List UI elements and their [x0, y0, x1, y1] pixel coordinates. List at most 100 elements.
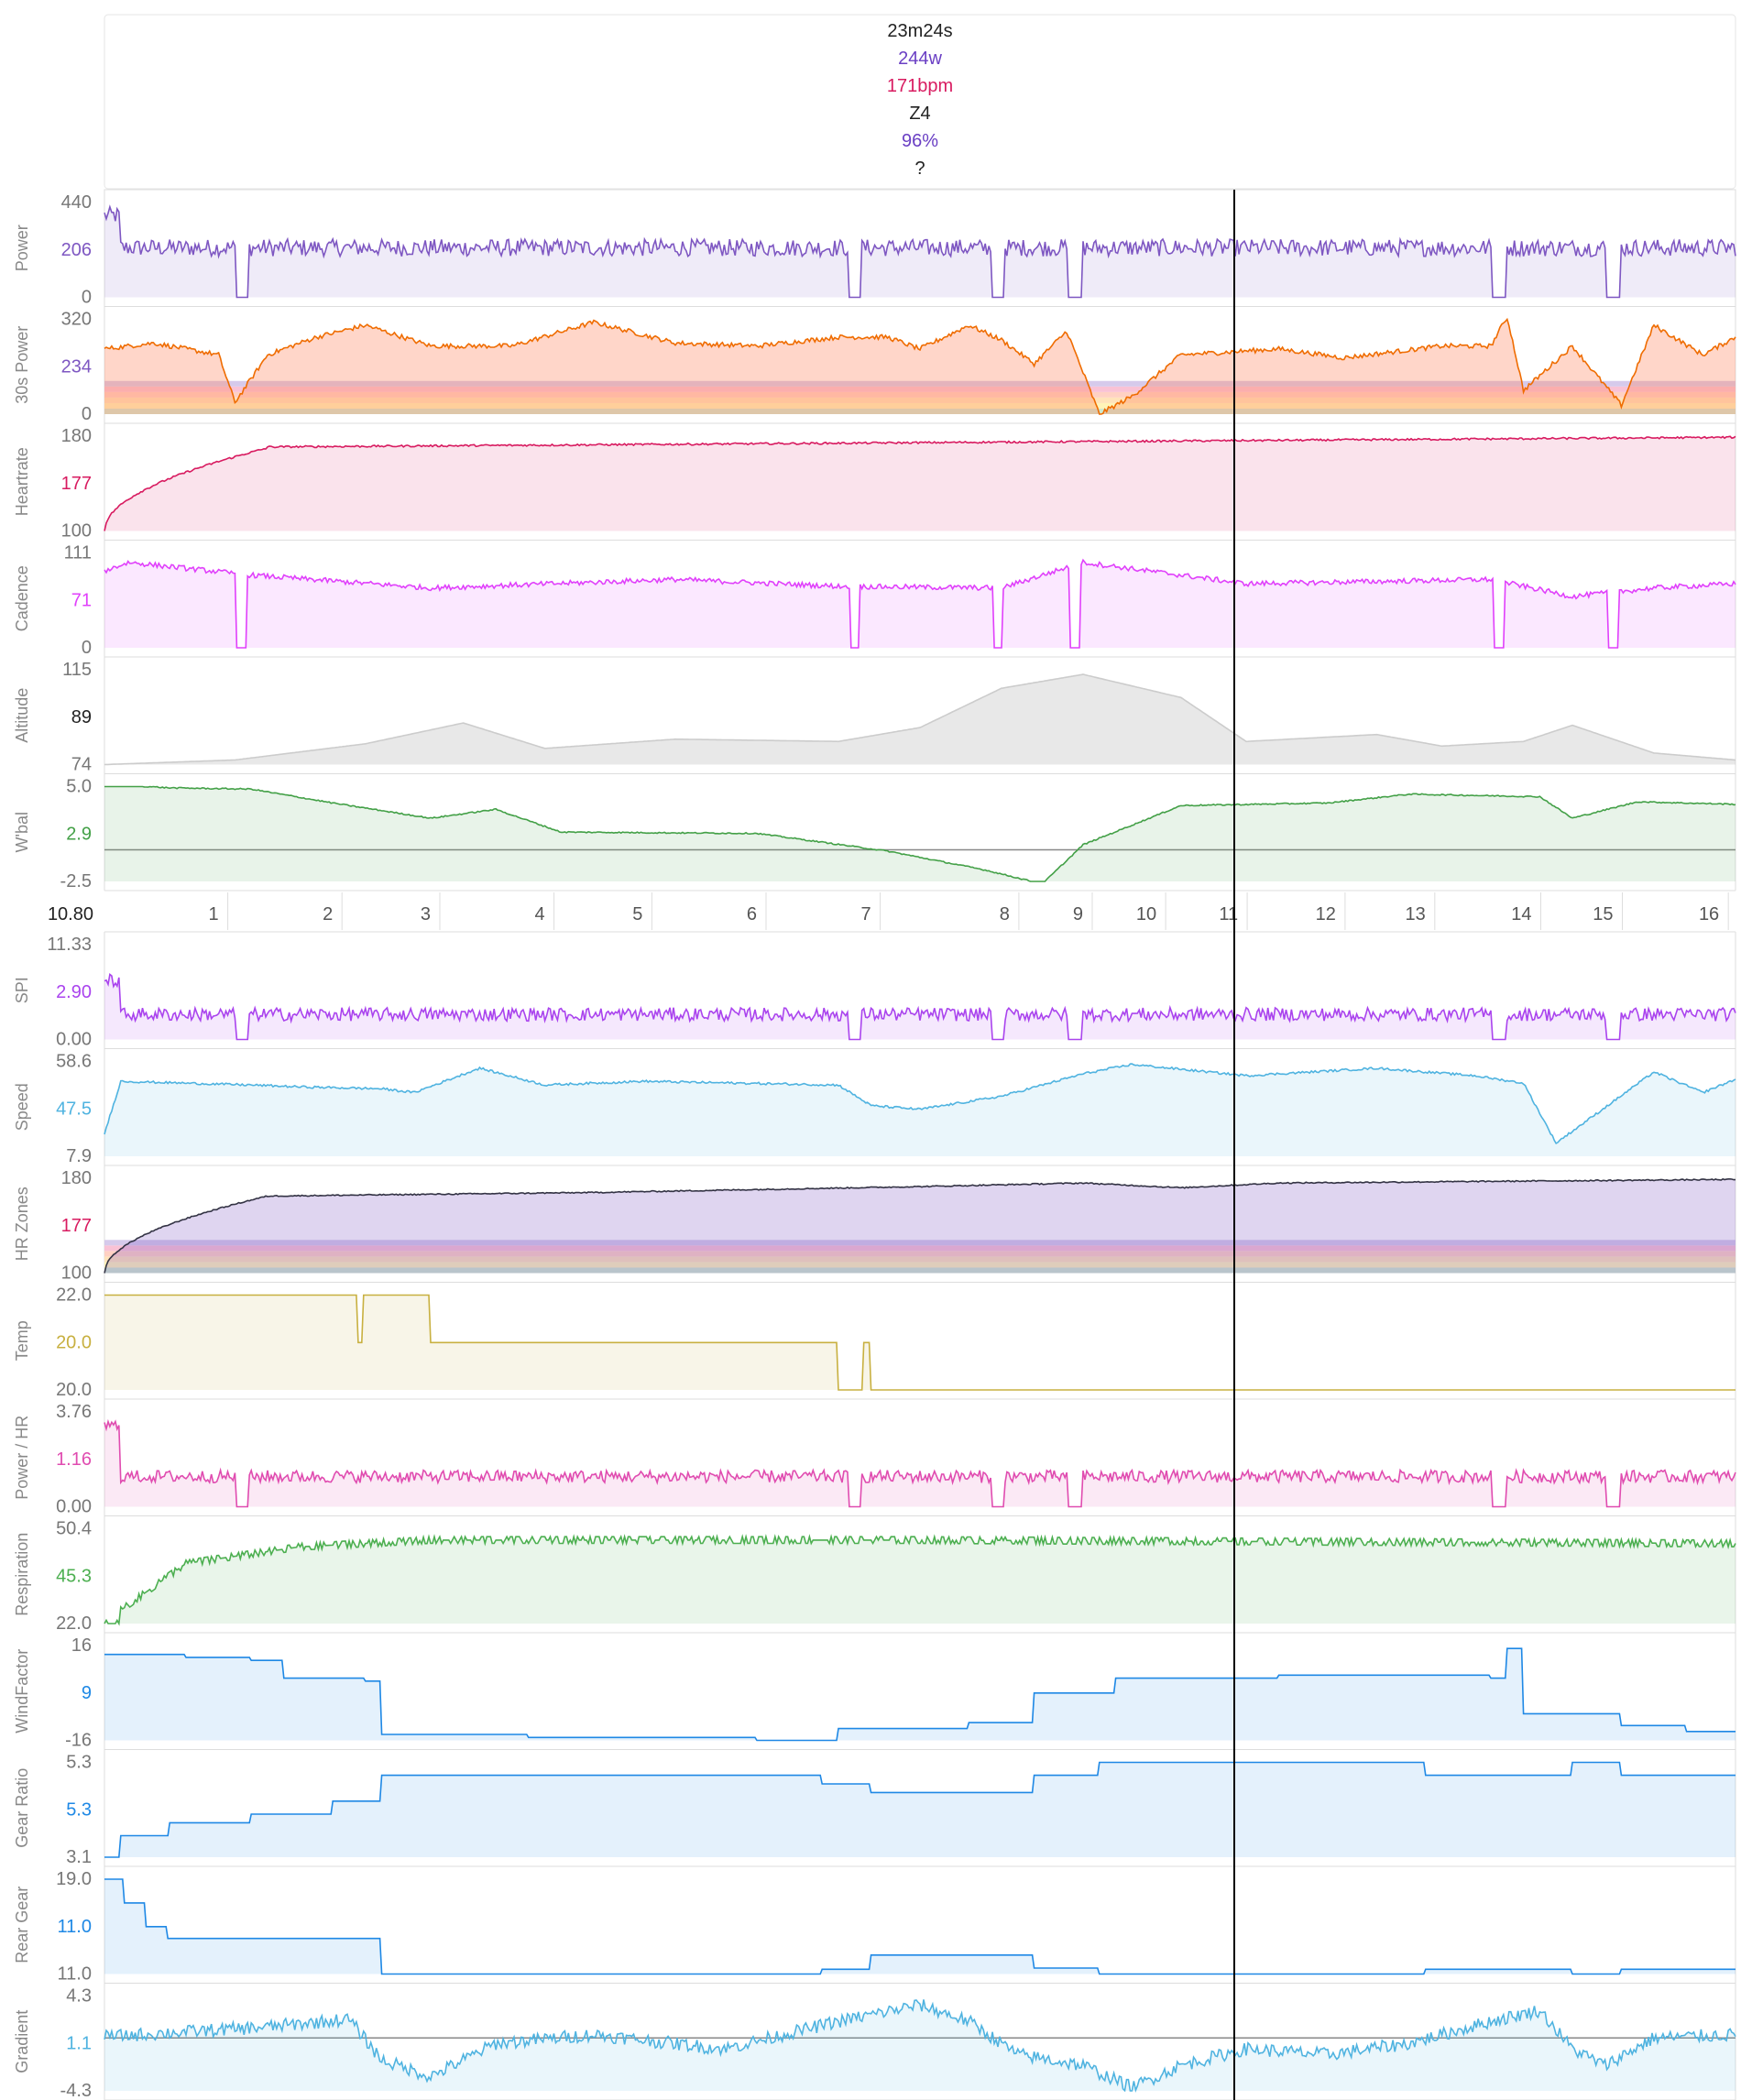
power-tick-0: 440 [61, 192, 92, 213]
windfactor-frame [104, 1632, 1736, 1750]
lap-label-16[interactable]: 16 [1699, 904, 1719, 924]
temp-panel[interactable]: Temp 22.0 20.0 20.0 [13, 1282, 1736, 1401]
tooltip-zone: Z4 [909, 104, 930, 124]
lap-label-2[interactable]: 2 [323, 904, 333, 924]
lap-label-5[interactable]: 5 [632, 904, 642, 924]
power-hr-panel[interactable]: Power / HR 3.76 1.16 0.00 [13, 1398, 1736, 1517]
lap-label-7[interactable]: 7 [860, 904, 870, 924]
hr-zones-area [104, 1178, 1736, 1274]
windfactor-axis-title: WindFactor [13, 1649, 31, 1734]
30s-power-panel[interactable]: 30s Power 320 234 0 [13, 306, 1736, 425]
lap-label-1[interactable]: 1 [208, 904, 218, 924]
spi-panel[interactable]: SPI 11.33 2.90 0.00 [13, 931, 1736, 1050]
power-line [104, 204, 1736, 299]
gradient-panel[interactable]: Gradient 4.3 1.1 -4.3 [13, 1983, 1736, 2100]
30s-power-zone-band-1 [104, 408, 1736, 414]
altitude-line [104, 673, 1736, 766]
lap-label-12[interactable]: 12 [1316, 904, 1336, 924]
lap-label-13[interactable]: 13 [1406, 904, 1426, 924]
hr-zones-tick-1: 177 [61, 1216, 92, 1236]
windfactor-tick-1: 9 [82, 1683, 92, 1703]
lap-label-9[interactable]: 9 [1073, 904, 1083, 924]
gradient-line [104, 1999, 1736, 2094]
respiration-tick-1: 45.3 [56, 1566, 92, 1586]
w-bal-tick-1: 2.9 [66, 824, 92, 844]
30s-power-tick-0: 320 [61, 310, 92, 330]
windfactor-tick-2: -16 [65, 1731, 92, 1751]
speed-tick-0: 58.6 [56, 1052, 92, 1072]
hr-zones-zone-band-5 [104, 1245, 1736, 1252]
cadence-tick-1: 71 [71, 590, 92, 610]
gear-ratio-panel[interactable]: Gear Ratio 5.3 5.3 3.1 [13, 1749, 1736, 1868]
hr-zones-axis-title: HR Zones [13, 1187, 31, 1261]
w-bal-panel[interactable]: W'bal 5.0 2.9 -2.5 [13, 773, 1736, 892]
respiration-area [104, 1537, 1736, 1624]
respiration-panel[interactable]: Respiration 50.4 45.3 22.0 [13, 1515, 1736, 1635]
temp-tick-0: 22.0 [56, 1285, 92, 1306]
power-hr-area [104, 1421, 1736, 1507]
windfactor-tick-0: 16 [71, 1635, 92, 1656]
30s-power-zone-band-3 [104, 397, 1736, 403]
gradient-tick-2: -4.3 [60, 2081, 92, 2100]
rear-gear-tick-1: 11.0 [58, 1917, 92, 1937]
lap-label-4[interactable]: 4 [534, 904, 544, 924]
speed-tick-1: 47.5 [56, 1099, 92, 1119]
windfactor-line [104, 1647, 1736, 1742]
gradient-tick-1: 1.1 [66, 2033, 92, 2053]
respiration-tick-0: 50.4 [56, 1519, 92, 1539]
power-hr-line [104, 1418, 1736, 1508]
rear-gear-panel[interactable]: Rear Gear 19.0 11.0 11.0 [13, 1865, 1736, 1985]
30s-power-zone-band-5 [104, 386, 1736, 392]
gradient-tick-0: 4.3 [66, 1986, 92, 2007]
altitude-axis-title: Altitude [13, 688, 31, 743]
spi-area [104, 974, 1736, 1040]
speed-frame [104, 1048, 1736, 1166]
lap-label-11[interactable]: 11 [1219, 904, 1238, 924]
altitude-panel[interactable]: Altitude 115 89 74 [13, 656, 1736, 775]
tooltip-power: 244w [898, 49, 942, 69]
heartrate-area [104, 436, 1736, 531]
w-bal-frame [104, 773, 1736, 891]
power-hr-axis-title: Power / HR [13, 1416, 31, 1500]
w-bal-axis-title: W'bal [13, 812, 31, 852]
windfactor-panel[interactable]: WindFactor 16 9 -16 [13, 1632, 1736, 1751]
lap-label-6[interactable]: 6 [747, 904, 757, 924]
rear-gear-tick-2: 11.0 [58, 1964, 92, 1985]
altitude-tick-0: 115 [62, 660, 92, 680]
temp-tick-1: 20.0 [56, 1332, 92, 1352]
hr-zones-zone-band-2 [104, 1262, 1736, 1268]
heartrate-tick-0: 180 [61, 426, 92, 446]
spi-tick-2: 0.00 [56, 1030, 92, 1050]
lap-label-3[interactable]: 3 [421, 904, 431, 924]
heartrate-panel[interactable]: Heartrate 180 177 100 [13, 422, 1736, 541]
rear-gear-frame [104, 1865, 1736, 1984]
tooltip-unknown: ? [914, 159, 925, 179]
tooltip-panel [104, 14, 1736, 190]
lap-label-15[interactable]: 15 [1593, 904, 1613, 924]
temp-tick-2: 20.0 [56, 1380, 92, 1400]
lap-label-8[interactable]: 8 [1000, 904, 1010, 924]
power-area [104, 206, 1736, 298]
windfactor-area [104, 1648, 1736, 1741]
hr-zones-panel[interactable]: HR Zones 180 177 100 [13, 1165, 1736, 1284]
power-panel[interactable]: Power 440 206 0 [13, 189, 1736, 308]
power-hr-tick-2: 0.00 [56, 1497, 92, 1517]
cadence-panel[interactable]: Cadence 111 71 0 [13, 540, 1736, 659]
lap-label-14[interactable]: 14 [1511, 904, 1531, 924]
speed-panel[interactable]: Speed 58.6 47.5 7.9 [13, 1048, 1736, 1167]
respiration-line [104, 1534, 1736, 1626]
gradient-frame [104, 1983, 1736, 2100]
30s-power-area [104, 319, 1736, 414]
hr-zones-zone-band-6 [104, 1240, 1736, 1246]
hr-zones-line [104, 1177, 1736, 1274]
lap-label-10[interactable]: 10 [1136, 904, 1156, 924]
speed-line [104, 1063, 1736, 1144]
rear-gear-line [104, 1878, 1736, 1975]
lap-axis-left-value: 10.80 [48, 904, 93, 924]
lap-axis: 10.80 1 2 3 4 5 6 7 8 9 10 11 12 13 14 15 16 [0, 890, 1741, 933]
speed-axis-title: Speed [13, 1083, 31, 1131]
cadence-line [104, 558, 1736, 649]
30s-power-zone-band-6 [104, 380, 1736, 387]
tooltip-percent: 96% [902, 131, 938, 151]
